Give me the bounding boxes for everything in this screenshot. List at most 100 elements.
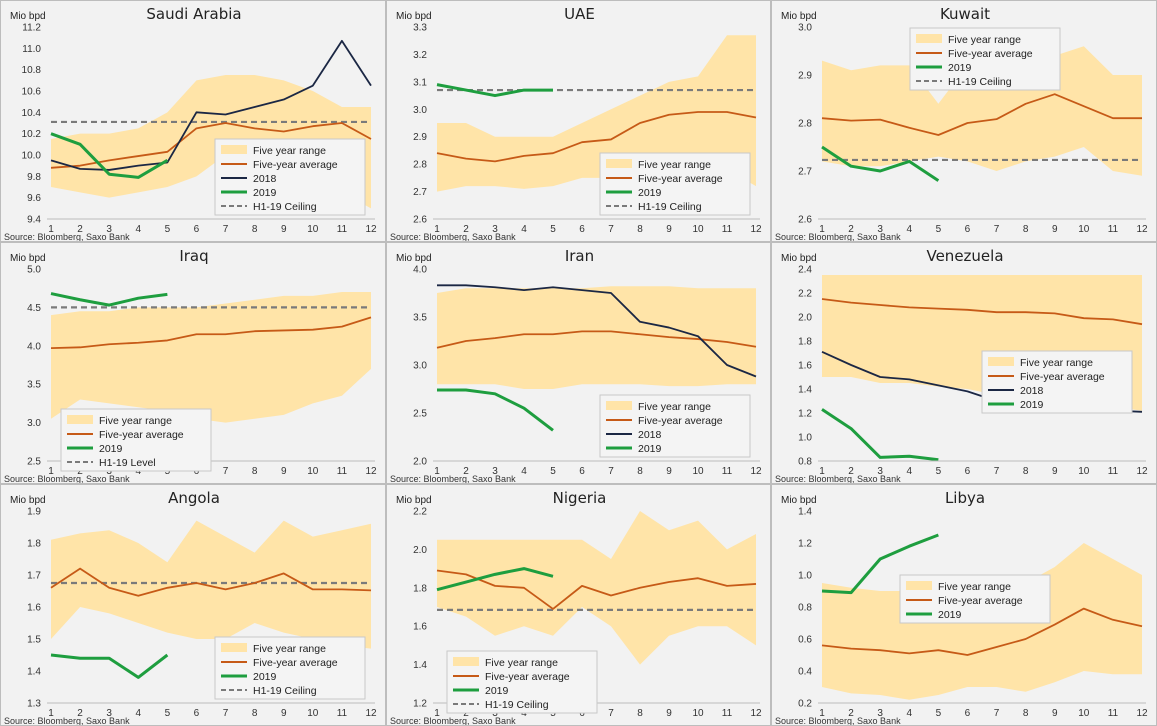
x-tick-label: 7 [994, 466, 1000, 477]
x-tick-label: 6 [194, 224, 200, 235]
x-tick-label: 9 [281, 224, 287, 235]
legend-label: H1-19 Level [99, 457, 156, 469]
y-axis-label: Mio bpd [396, 495, 432, 506]
y-tick-label: 3.1 [413, 77, 427, 88]
chart-panel-uae: UAE Mio bpd 2.6 2.7 2.8 2.9 3.0 3.1 3.2 3.3 1 2 3 4 5 6… [386, 0, 771, 242]
y-tick-label: 2.7 [798, 167, 812, 178]
x-tick-label: 1 [434, 224, 440, 235]
legend-label: Five-year average [485, 671, 570, 683]
legend-label: 2019 [638, 187, 662, 199]
x-tick-label: 2 [77, 224, 83, 235]
y-tick-label: 11.2 [22, 23, 41, 34]
x-tick-label: 12 [365, 708, 377, 719]
x-tick-label: 11 [1108, 224, 1119, 235]
series-2019-line [437, 388, 554, 432]
y-tick-label: 3.3 [413, 23, 427, 34]
x-tick-label: 5 [550, 466, 556, 477]
x-tick-label: 9 [1052, 708, 1058, 719]
chart-title: Angola [168, 489, 220, 507]
x-tick-label: 1 [819, 466, 825, 477]
y-tick-label: 3.5 [413, 313, 427, 324]
x-tick-label: 5 [936, 708, 942, 719]
legend-label: Five year range [485, 657, 558, 669]
legend-label: Five-year average [638, 173, 723, 185]
x-tick-label: 9 [281, 466, 287, 477]
x-tick-label: 2 [848, 224, 854, 235]
legend-label: Five year range [638, 401, 711, 413]
legend-label: 2018 [1020, 385, 1044, 397]
y-tick-label: 2.9 [798, 71, 812, 82]
x-tick-label: 10 [1078, 466, 1090, 477]
legend: Five year range Five-year average 2019 H1-1… [446, 650, 598, 714]
legend-label: Five year range [948, 34, 1021, 46]
x-tick-label: 9 [666, 466, 672, 477]
x-tick-label: 1 [434, 708, 440, 719]
y-tick-label: 1.4 [798, 507, 812, 518]
y-tick-label: 3.0 [413, 105, 427, 116]
series-2019-line [436, 83, 553, 98]
x-tick-label: 2 [848, 466, 854, 477]
chart-title: Saudi Arabia [146, 5, 241, 23]
five-year-average-line [50, 567, 372, 597]
x-tick-label: 8 [637, 224, 643, 235]
y-axis-label: Mio bpd [10, 11, 46, 22]
legend-label: 2019 [938, 609, 962, 621]
x-tick-label: 11 [337, 224, 348, 235]
source-note: Source: Bloomberg, Saxo Bank [775, 474, 901, 484]
x-tick-label: 7 [994, 224, 1000, 235]
legend-label: Five-year average [638, 415, 723, 427]
legend-label: H1-19 Ceiling [638, 201, 702, 213]
x-tick-label: 6 [965, 466, 971, 477]
legend: Five year range Five-year average 2018 2019 [599, 394, 751, 458]
legend: Five year range Five-year average 2019 H1-1… [599, 152, 751, 216]
series-2019-line [821, 408, 939, 462]
x-tick-label: 4 [906, 224, 912, 235]
five-year-average-line [436, 330, 757, 349]
x-tick-label: 8 [252, 224, 258, 235]
legend-swatch [916, 34, 942, 43]
x-tick-label: 4 [521, 466, 527, 477]
y-tick-label: 3.2 [413, 50, 427, 61]
x-tick-label: 8 [1023, 708, 1029, 719]
y-tick-label: 4.0 [413, 265, 427, 276]
y-axis-label: Mio bpd [781, 495, 817, 506]
x-tick-label: 2 [77, 708, 83, 719]
y-axis-label: Mio bpd [10, 253, 46, 264]
five-year-average-line [821, 93, 1142, 136]
legend-label: 2019 [485, 685, 509, 697]
y-tick-label: 0.6 [798, 635, 812, 646]
series-2019-line [50, 132, 169, 179]
legend-label: 2018 [253, 173, 277, 185]
legend: Five year range Five-year average 2018 2019 [981, 350, 1133, 414]
legend-label: Five-year average [253, 159, 338, 171]
x-tick-label: 11 [722, 224, 733, 235]
x-tick-label: 12 [750, 466, 762, 477]
y-tick-label: 1.4 [413, 660, 427, 671]
x-tick-label: 3 [877, 466, 883, 477]
y-tick-label: 1.8 [413, 583, 427, 594]
x-tick-label: 7 [608, 466, 614, 477]
x-tick-label: 10 [1078, 708, 1090, 719]
x-tick-label: 9 [666, 708, 672, 719]
legend-swatch [221, 643, 247, 652]
x-tick-label: 8 [637, 708, 643, 719]
x-tick-label: 12 [1136, 708, 1148, 719]
chart-title: Kuwait [940, 5, 990, 23]
x-tick-label: 6 [579, 224, 585, 235]
y-tick-label: 2.2 [798, 289, 812, 300]
legend-swatch [221, 145, 247, 154]
x-tick-label: 11 [337, 708, 348, 719]
legend-label: 2019 [253, 187, 277, 199]
x-tick-label: 8 [252, 708, 258, 719]
chart-title: Libya [945, 489, 985, 507]
y-tick-label: 1.9 [27, 507, 41, 518]
legend-swatch [606, 401, 632, 410]
five-year-average-line [436, 569, 757, 610]
legend-label: Five-year average [948, 48, 1033, 60]
x-tick-label: 5 [936, 466, 942, 477]
legend: Five year range Five-year average 2019 H1-1… [909, 27, 1061, 91]
series-2019-line [436, 567, 554, 592]
chart-panel-kuwait: Kuwait Mio bpd 2.6 2.7 2.8 2.9 3.0 1 2 3 4 5 6 7 8 9 10 1… [771, 0, 1157, 242]
five-year-range-band [437, 286, 756, 389]
x-tick-label: 1 [434, 466, 440, 477]
